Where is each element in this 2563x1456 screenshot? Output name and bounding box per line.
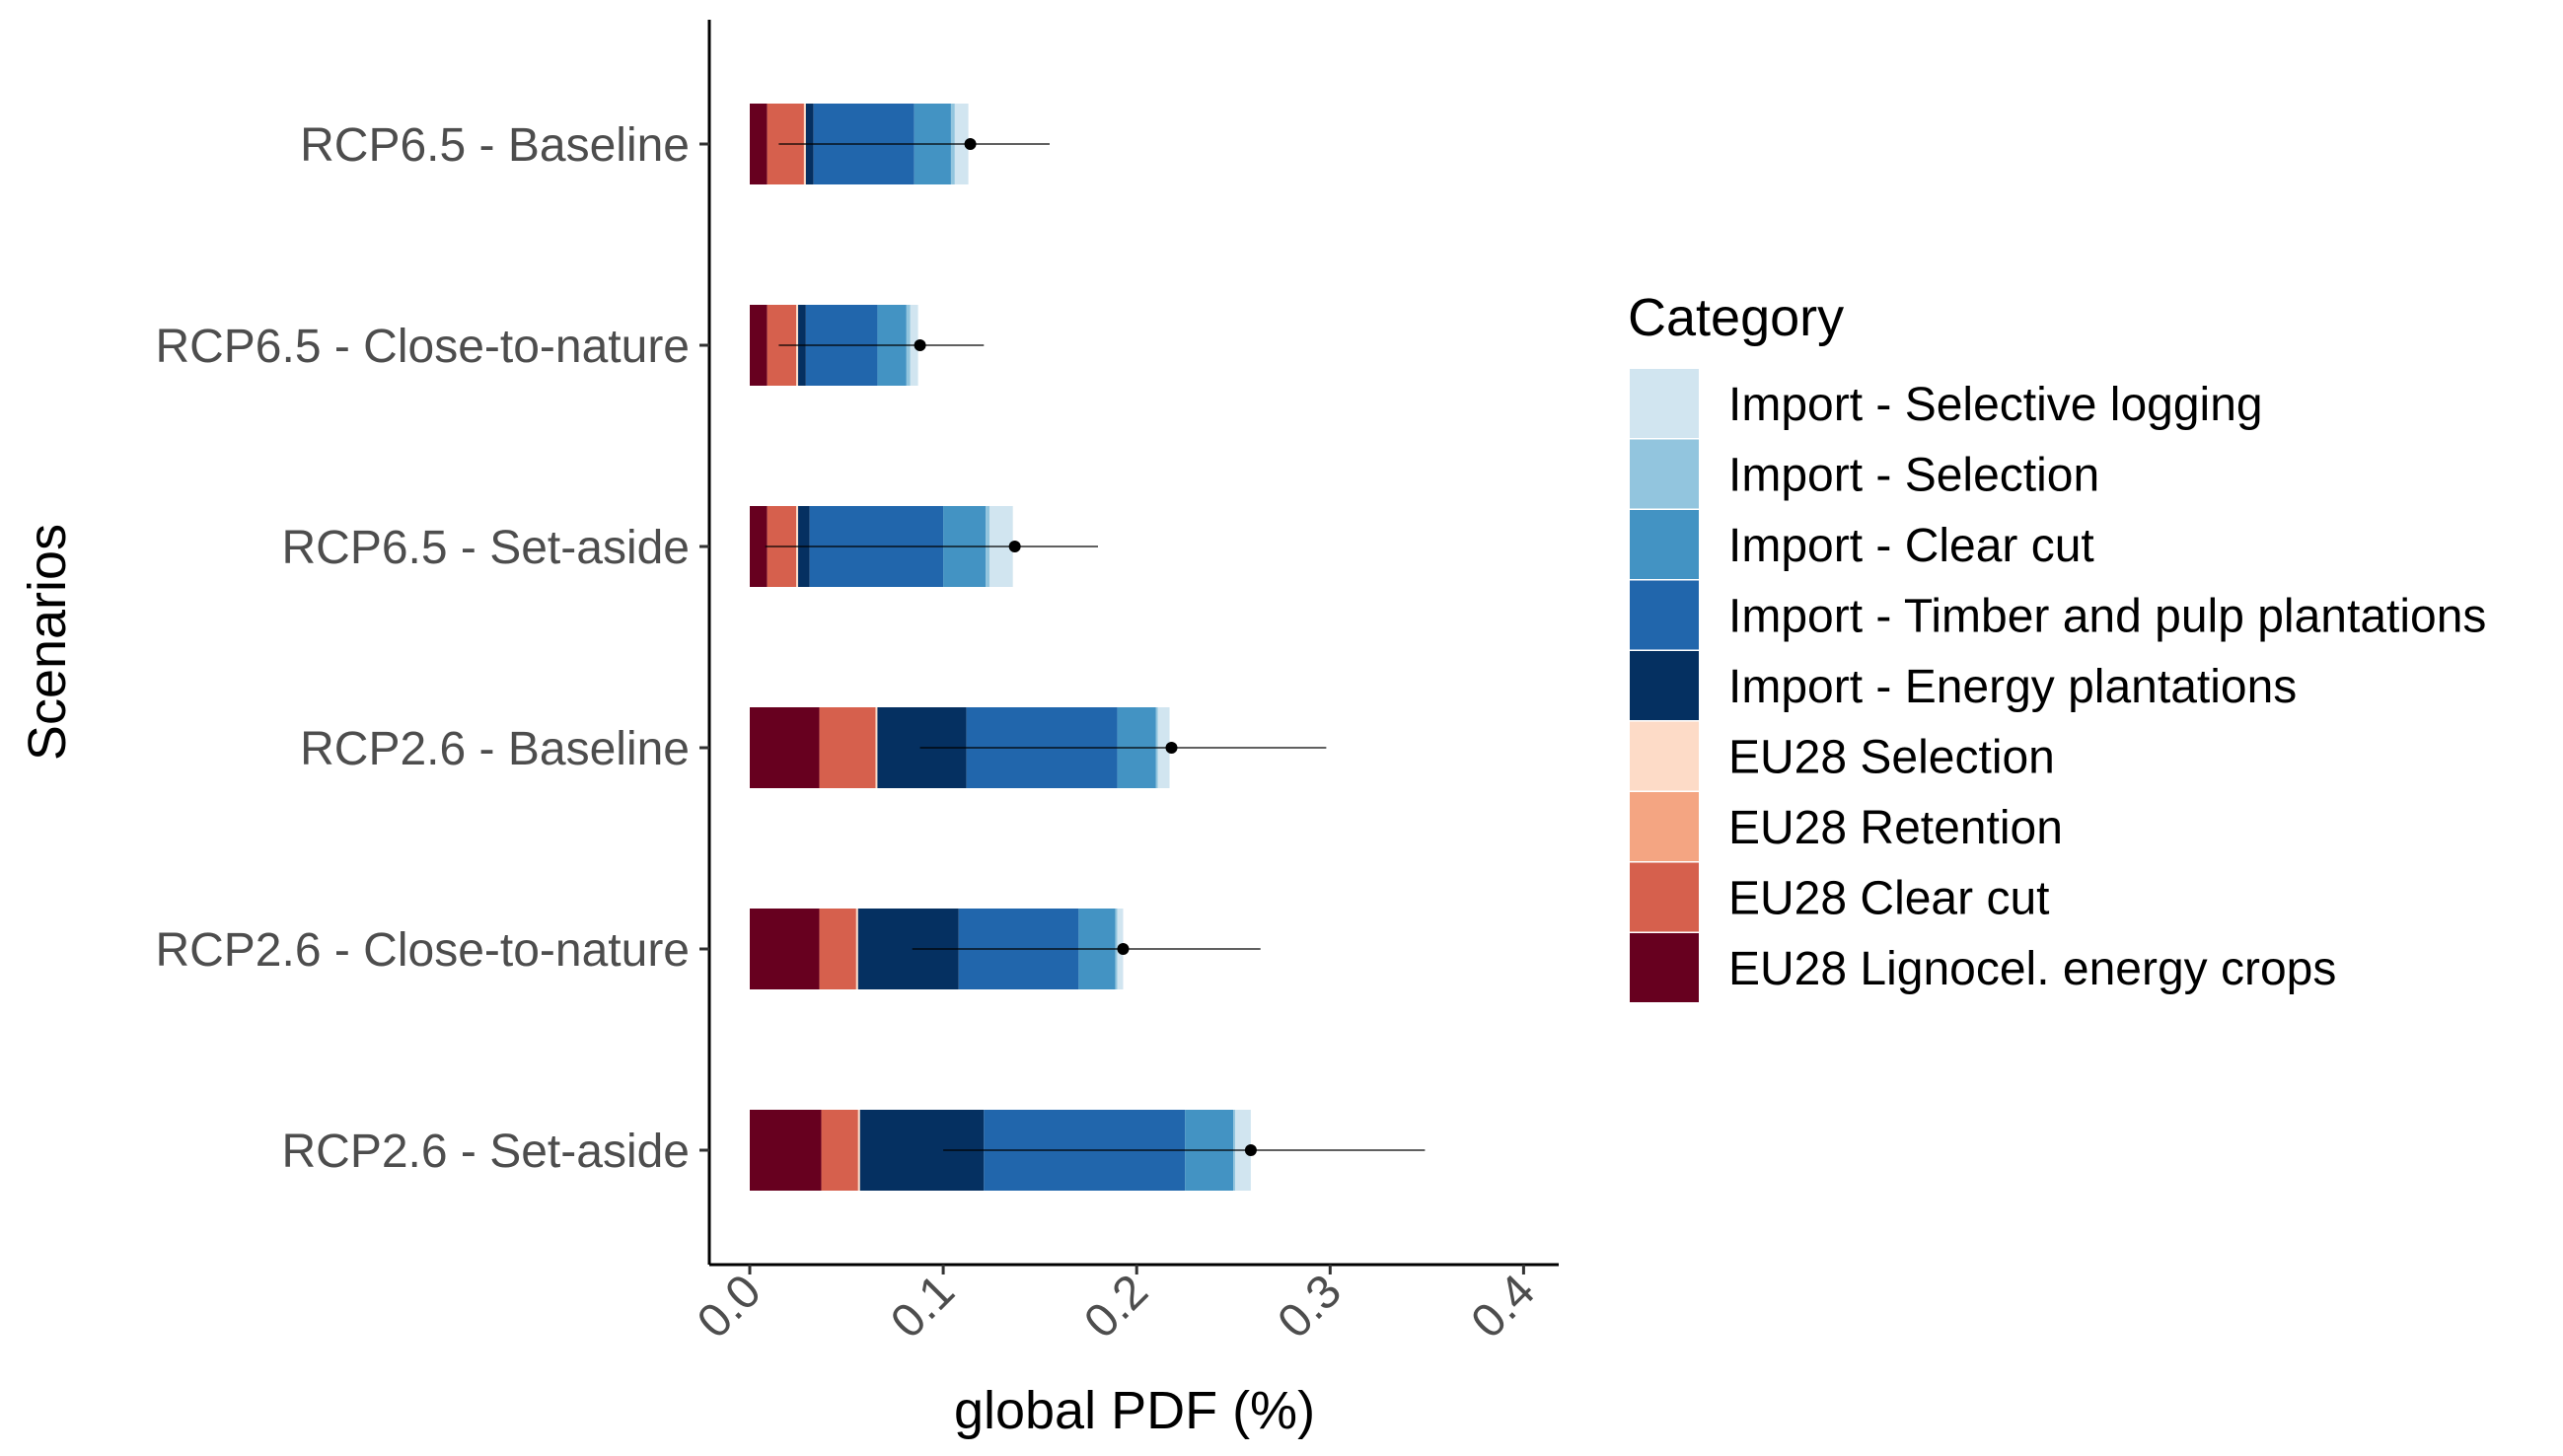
- mean-point-5: [1117, 943, 1130, 955]
- y-tick-label: RCP6.5 - Set-aside: [281, 522, 690, 574]
- bars-layer: [750, 104, 1251, 1191]
- y-axis-title: Scenarios: [18, 524, 77, 761]
- legend-label: EU28 Clear cut: [1728, 873, 2049, 925]
- y-tick-label: RCP2.6 - Baseline: [300, 723, 690, 775]
- legend-label: Import - Selection: [1728, 450, 2099, 502]
- bar-segment-eu28-clear-cut-6: [821, 1110, 858, 1191]
- x-tick-label: 0.1: [881, 1265, 965, 1348]
- bar-segment-eu28-selection-5: [855, 909, 858, 989]
- legend-key-eu28-lignocel-energy-crops: [1630, 933, 1699, 1002]
- bar-segment-eu28-lignocel-energy-crops-2: [750, 305, 768, 386]
- legend-key-eu28-retention: [1630, 792, 1699, 861]
- legend-label: EU28 Lignocel. energy crops: [1728, 943, 2336, 995]
- legend-label: Import - Timber and pulp plantations: [1728, 591, 2486, 643]
- x-tick-label: 0.3: [1268, 1265, 1352, 1348]
- legend-key-import-selection: [1630, 439, 1699, 509]
- bar-segment-eu28-lignocel-energy-crops-1: [750, 104, 768, 184]
- legend: Category Import - Selective logging Impor…: [1628, 288, 2486, 1002]
- legend-key-import-energy-plantations: [1630, 651, 1699, 720]
- y-tick-label: RCP6.5 - Baseline: [300, 119, 690, 172]
- error-bars-layer: [765, 138, 1426, 1156]
- legend-title: Category: [1628, 288, 1844, 347]
- legend-key-import-selective-logging: [1630, 369, 1699, 438]
- legend-label: EU28 Retention: [1728, 802, 2063, 854]
- legend-key-eu28-selection: [1630, 721, 1699, 791]
- bar-segment-eu28-selection-4: [875, 707, 878, 788]
- legend-key-import-timber-and-pulp-plantations: [1630, 580, 1699, 650]
- bar-segment-eu28-clear-cut-5: [819, 909, 856, 989]
- y-ticks-layer: RCP6.5 - Baseline RCP6.5 - Close-to-natur…: [155, 119, 709, 1178]
- legend-key-import-clear-cut: [1630, 510, 1699, 579]
- legend-label: EU28 Selection: [1728, 732, 2055, 784]
- x-tick-label: 0.2: [1074, 1265, 1158, 1348]
- mean-point-3: [1008, 541, 1021, 552]
- x-tick-label: 0.4: [1462, 1265, 1546, 1348]
- bar-segment-eu28-clear-cut-4: [819, 707, 876, 788]
- legend-label: Import - Clear cut: [1728, 520, 2094, 572]
- legend-key-eu28-clear-cut: [1630, 862, 1699, 932]
- x-axis-title: global PDF (%): [954, 1381, 1315, 1440]
- x-ticks-layer: 0.0 0.1 0.2 0.3 0.4: [688, 1265, 1545, 1348]
- mean-point-2: [914, 339, 926, 351]
- x-tick-label: 0.0: [688, 1265, 771, 1348]
- legend-label: Import - Energy plantations: [1728, 661, 2297, 713]
- y-tick-label: RCP2.6 - Set-aside: [281, 1126, 690, 1178]
- y-tick-label: RCP2.6 - Close-to-nature: [155, 924, 690, 977]
- bar-segment-eu28-lignocel-energy-crops-3: [750, 506, 768, 587]
- legend-label: Import - Selective logging: [1728, 379, 2263, 431]
- mean-point-6: [1244, 1144, 1257, 1156]
- bar-segment-eu28-lignocel-energy-crops-6: [750, 1110, 822, 1191]
- mean-point-4: [1165, 742, 1178, 754]
- bar-segment-eu28-lignocel-energy-crops-5: [750, 909, 820, 989]
- mean-point-1: [964, 138, 977, 150]
- bar-segment-eu28-selection-6: [857, 1110, 860, 1191]
- y-tick-label: RCP6.5 - Close-to-nature: [155, 321, 690, 373]
- bar-segment-eu28-lignocel-energy-crops-4: [750, 707, 820, 788]
- axes-layer: [707, 20, 1559, 1267]
